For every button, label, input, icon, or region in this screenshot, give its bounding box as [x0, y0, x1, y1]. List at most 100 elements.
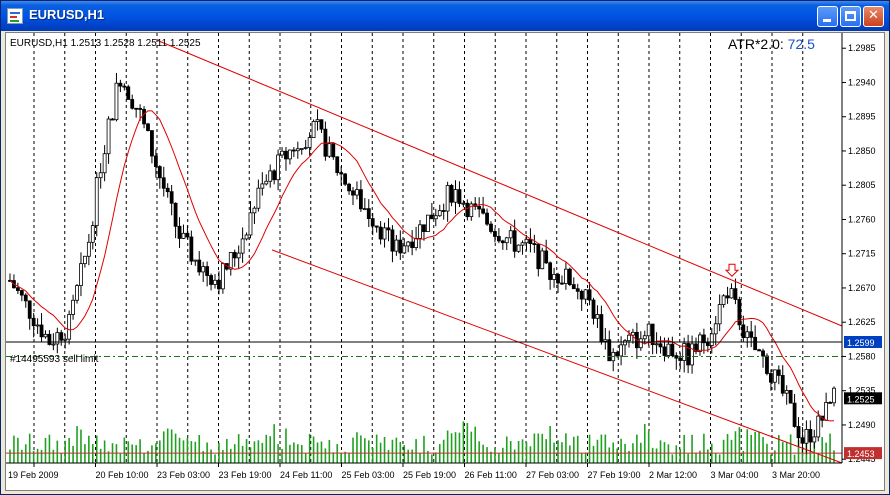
channel-upper-line [157, 40, 843, 327]
price-axis[interactable]: 1.2985 1.2940 1.2895 1.2850 1.2805 1.2760 1.27… [842, 43, 876, 464]
candle-body [165, 187, 170, 193]
candle-body [339, 172, 344, 175]
candle-body [106, 118, 111, 155]
candle-body [19, 290, 24, 296]
candle-body [71, 299, 75, 315]
candle-body [189, 236, 194, 262]
candle-body [741, 324, 746, 339]
candle-body [642, 335, 647, 340]
candle-body [63, 338, 68, 341]
order-label[interactable]: #14495593 sell limit [10, 354, 99, 365]
candle-body [540, 250, 545, 270]
candle-body [619, 344, 624, 357]
candle-body [587, 289, 592, 301]
candle-body [520, 242, 525, 246]
candle-body [599, 314, 604, 342]
chart-area[interactable]: 1.2985 1.2940 1.2895 1.2850 1.2805 1.2760 1.27… [5, 32, 885, 491]
candle-body [295, 148, 300, 152]
candle-body [465, 202, 470, 218]
candle-body [646, 323, 651, 337]
candle-body [528, 238, 533, 244]
close-button[interactable]: ✕ [863, 6, 884, 27]
candle-body [437, 210, 442, 217]
candle-body [291, 149, 296, 152]
candle-body [244, 234, 249, 240]
minimize-button[interactable] [817, 6, 838, 27]
candle-body [209, 275, 213, 285]
chart-window-icon[interactable] [7, 8, 23, 24]
candle-body [796, 426, 801, 439]
candle-body [394, 239, 399, 252]
candle-body [422, 224, 426, 233]
candle-body [493, 231, 497, 237]
price-label: 1.2895 [848, 112, 876, 122]
candle-body [311, 121, 316, 138]
candle-body [102, 153, 107, 174]
candle-body [627, 334, 631, 342]
candle-body [477, 205, 482, 210]
candle-body [23, 294, 28, 302]
candle-body [130, 99, 135, 109]
candle-body [236, 252, 241, 259]
candle-body [220, 263, 225, 290]
candle-body [276, 154, 280, 181]
candle-body [197, 259, 202, 273]
candle-body [414, 237, 418, 248]
candle-body [315, 119, 320, 122]
volume-histogram [9, 421, 835, 463]
time-label: 25 Feb 19:00 [403, 470, 456, 480]
candle-body [745, 331, 750, 339]
price-label: 1.2760 [848, 214, 876, 224]
price-label: 1.2580 [848, 351, 876, 361]
candle-body [496, 236, 501, 242]
candle-body [355, 189, 359, 196]
candle-body [658, 343, 663, 348]
order-price-tag-bg [844, 335, 882, 348]
candle-body [662, 346, 667, 356]
candle-body [327, 143, 332, 157]
candle-body [366, 208, 371, 219]
candle-body [737, 299, 742, 326]
candle-body [307, 137, 312, 148]
candle-body [362, 208, 367, 211]
candle-body [631, 331, 635, 336]
price-label: 1.2490 [848, 420, 876, 430]
time-axis[interactable]: 19 Feb 2009 20 Feb 10:00 23 Feb 03:00 23 Fe… [8, 463, 820, 480]
price-chart[interactable]: 1.2985 1.2940 1.2895 1.2850 1.2805 1.2760 1.27… [6, 33, 884, 490]
candle-body [67, 314, 72, 340]
candle-body [828, 402, 832, 404]
candle-body [757, 349, 761, 352]
low-price-tag-bg [844, 447, 882, 460]
candle-body [670, 343, 675, 357]
candle-body [370, 218, 375, 227]
candle-body [27, 300, 32, 319]
minimize-icon [823, 19, 831, 22]
candle-body [780, 375, 785, 394]
candle-body [567, 268, 572, 285]
candle-body [374, 225, 379, 228]
price-label: 1.2985 [848, 43, 876, 53]
candle-body [536, 243, 541, 270]
candle-body [213, 279, 217, 285]
candle-body [398, 239, 403, 254]
candle-body [832, 387, 836, 404]
candle-body [504, 237, 509, 244]
time-label: 27 Feb 03:00 [526, 470, 579, 480]
candle-body [47, 333, 52, 345]
candle-body [453, 189, 458, 203]
order-levels[interactable] [6, 341, 842, 454]
candle-body [765, 355, 769, 374]
title-bar[interactable]: EURUSD,H1 ✕ [1, 1, 889, 31]
candle-body [769, 373, 773, 383]
candle-body [193, 259, 198, 262]
candle-body [524, 238, 529, 244]
candle-body [35, 324, 40, 327]
maximize-button[interactable] [840, 6, 861, 27]
candle-body [201, 266, 206, 273]
candle-body [426, 214, 430, 233]
candle-body [343, 173, 348, 185]
price-label: 1.2535 [848, 386, 876, 396]
time-label: 3 Mar 20:00 [772, 470, 820, 480]
indicator-value: 72.5 [788, 36, 815, 52]
